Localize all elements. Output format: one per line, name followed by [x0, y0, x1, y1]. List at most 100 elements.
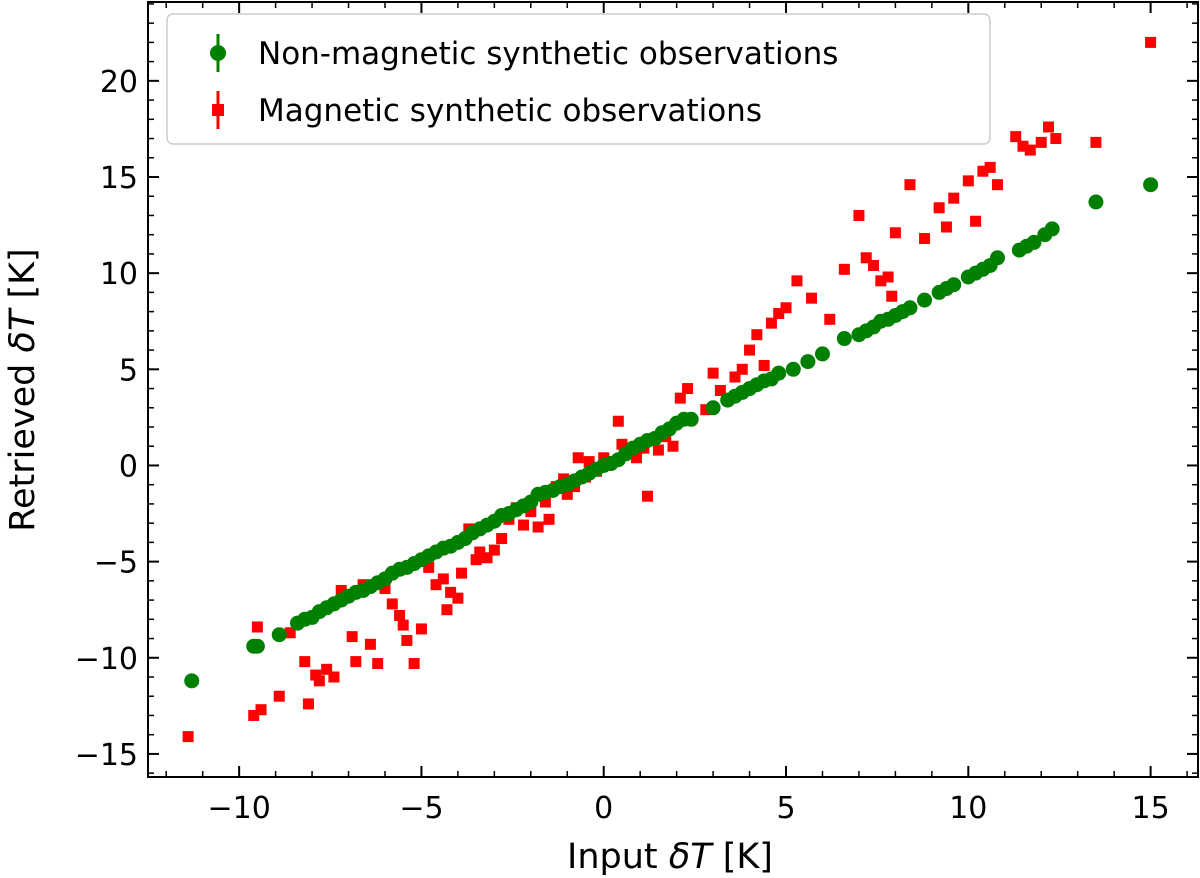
- data-point-magnetic: [940, 221, 952, 233]
- data-point-magnetic: [423, 561, 435, 573]
- data-point-magnetic: [313, 675, 325, 687]
- data-point-magnetic: [372, 658, 384, 670]
- legend-marker-circle: [210, 34, 226, 72]
- y-tick-label: −15: [75, 738, 138, 773]
- data-point-magnetic: [682, 383, 694, 395]
- data-point-magnetic: [284, 627, 296, 639]
- data-point-magnetic: [791, 275, 803, 287]
- data-point-magnetic: [853, 209, 865, 221]
- data-point-non-magnetic: [989, 250, 1005, 266]
- legend-label-magnetic: Magnetic synthetic observations: [258, 93, 762, 129]
- data-point-magnetic: [1050, 133, 1062, 145]
- data-point-magnetic: [714, 384, 726, 396]
- data-point-magnetic: [991, 179, 1003, 191]
- data-point-magnetic: [868, 259, 880, 271]
- data-point-non-magnetic: [946, 277, 962, 293]
- data-point-non-magnetic: [800, 354, 816, 370]
- data-point-magnetic: [415, 623, 427, 635]
- data-point-magnetic: [255, 704, 267, 716]
- data-point-magnetic: [525, 506, 537, 518]
- data-point-magnetic: [780, 302, 792, 314]
- legend-square: [212, 104, 224, 116]
- data-point-non-magnetic: [683, 411, 699, 427]
- legend-marker-square: [212, 91, 224, 129]
- data-point-magnetic: [977, 165, 989, 177]
- data-point-magnetic: [543, 513, 555, 525]
- data-point-non-magnetic: [184, 673, 200, 689]
- legend-box: [166, 13, 991, 145]
- data-point-magnetic: [583, 456, 595, 468]
- data-point-magnetic: [652, 444, 664, 456]
- data-point-magnetic: [1035, 136, 1047, 148]
- x-tick-label: 15: [1132, 791, 1170, 826]
- data-point-non-magnetic: [1088, 194, 1104, 210]
- data-point-magnetic: [751, 329, 763, 341]
- y-tick-label: 15: [100, 161, 138, 196]
- data-point-magnetic: [919, 233, 931, 245]
- data-point-magnetic: [379, 583, 391, 595]
- data-point-magnetic: [1145, 36, 1157, 48]
- data-point-non-magnetic: [917, 292, 933, 308]
- data-point-non-magnetic: [249, 638, 265, 654]
- y-axis-label: Retrieved δT [K]: [3, 248, 43, 531]
- data-point-magnetic: [598, 452, 610, 464]
- data-point-magnetic: [397, 619, 409, 631]
- data-point-magnetic: [773, 308, 785, 320]
- data-point-magnetic: [299, 656, 311, 668]
- data-point-magnetic: [744, 344, 756, 356]
- y-tick-label: 10: [100, 257, 138, 292]
- y-tick-label: −10: [75, 642, 138, 677]
- data-point-non-magnetic: [1143, 177, 1159, 193]
- data-point-magnetic: [532, 521, 544, 533]
- data-point-magnetic: [470, 554, 482, 566]
- data-point-magnetic: [182, 731, 194, 743]
- data-point-magnetic: [886, 290, 898, 302]
- data-point-magnetic: [729, 371, 741, 383]
- data-point-magnetic: [631, 452, 643, 464]
- data-point-non-magnetic: [771, 365, 787, 381]
- data-point-magnetic: [904, 179, 916, 191]
- data-point-magnetic: [806, 292, 818, 304]
- series-non-magnetic: [184, 177, 1159, 689]
- y-tick-label: −5: [94, 546, 138, 581]
- data-point-non-magnetic: [785, 361, 801, 377]
- data-point-magnetic: [539, 496, 551, 508]
- x-tick-label: −10: [207, 791, 270, 826]
- legend-item-non-magnetic: Non-magnetic synthetic observations: [210, 34, 838, 72]
- data-point-magnetic: [882, 271, 894, 283]
- data-point-magnetic: [838, 263, 850, 275]
- data-point-magnetic: [933, 202, 945, 214]
- data-point-magnetic: [328, 671, 340, 683]
- data-point-magnetic: [474, 546, 486, 558]
- data-point-magnetic: [401, 634, 413, 646]
- data-point-magnetic: [572, 452, 584, 464]
- data-point-magnetic: [984, 161, 996, 173]
- data-point-magnetic: [736, 363, 748, 375]
- data-point-magnetic: [335, 584, 347, 596]
- legend-label-non-magnetic: Non-magnetic synthetic observations: [258, 36, 838, 72]
- data-point-magnetic: [437, 573, 449, 585]
- data-point-magnetic: [445, 586, 457, 598]
- data-point-magnetic: [824, 313, 836, 325]
- plot-area-frame: [147, 1, 1199, 778]
- x-axis-label: Input δT [K]: [567, 837, 773, 877]
- data-point-non-magnetic: [902, 300, 918, 316]
- data-point-magnetic: [302, 698, 314, 710]
- data-point-magnetic: [1017, 140, 1029, 152]
- data-point-magnetic: [970, 215, 982, 227]
- data-point-magnetic: [248, 709, 260, 721]
- legend-item-magnetic: Magnetic synthetic observations: [212, 91, 762, 129]
- data-point-magnetic: [394, 609, 406, 621]
- data-point-magnetic: [1010, 131, 1022, 143]
- data-point-magnetic: [1043, 121, 1055, 133]
- data-point-magnetic: [1024, 144, 1036, 156]
- data-point-non-magnetic: [836, 331, 852, 347]
- legend-circle: [210, 45, 226, 61]
- data-point-magnetic: [496, 533, 508, 545]
- x-tick-label: 5: [776, 791, 795, 826]
- data-point-magnetic: [346, 631, 358, 643]
- data-point-magnetic: [875, 275, 887, 287]
- data-point-non-magnetic: [814, 346, 830, 362]
